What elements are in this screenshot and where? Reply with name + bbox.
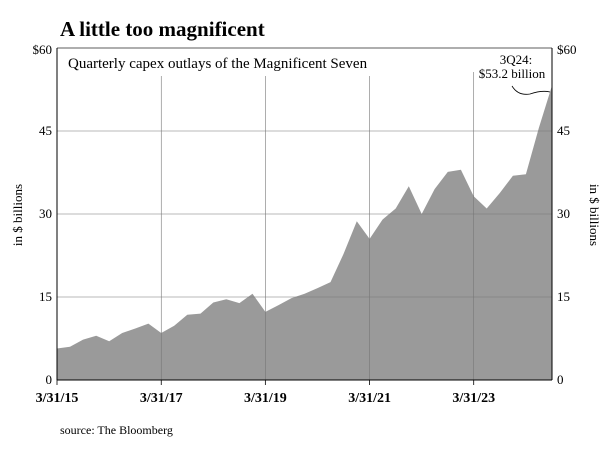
x-tick-label: 3/31/17 — [140, 391, 183, 406]
y-tick-top-right: $60 — [557, 42, 577, 57]
x-tick-label: 3/31/15 — [36, 391, 79, 406]
y-tick-label-left: 30 — [39, 206, 52, 221]
y-tick-label-left: 0 — [46, 372, 53, 387]
x-tick-label: 3/31/19 — [244, 391, 287, 406]
source-note: source: The Bloomberg — [60, 423, 173, 437]
y-axis-label-right: in $ billions — [587, 184, 602, 246]
y-tick-label-right: 0 — [557, 372, 564, 387]
y-tick-label-right: 15 — [557, 289, 570, 304]
subtitle-background — [62, 52, 422, 76]
plot-area: 0 0 15 15 30 30 45 45 3/31/15 3/31/17 3/31/19 3/31/… — [36, 47, 570, 406]
y-tick-label-left: 15 — [39, 289, 52, 304]
annotation-line2: $53.2 billion — [479, 66, 546, 81]
chart-title: A little too magnificent — [60, 17, 265, 41]
area-series — [57, 85, 552, 380]
y-tick-label-right: 45 — [557, 123, 570, 138]
x-tick-label: 3/31/23 — [452, 391, 495, 406]
y-tick-label-left: 45 — [39, 123, 52, 138]
y-tick-top-left: $60 — [33, 42, 53, 57]
x-tick-label: 3/31/21 — [348, 391, 391, 406]
chart-subtitle: Quarterly capex outlays of the Magnifice… — [68, 56, 368, 72]
annotation-leader — [511, 85, 551, 95]
y-axis-label-left: in $ billions — [10, 184, 25, 246]
annotation-line1: 3Q24: — [500, 52, 533, 67]
y-tick-label-right: 30 — [557, 206, 570, 221]
